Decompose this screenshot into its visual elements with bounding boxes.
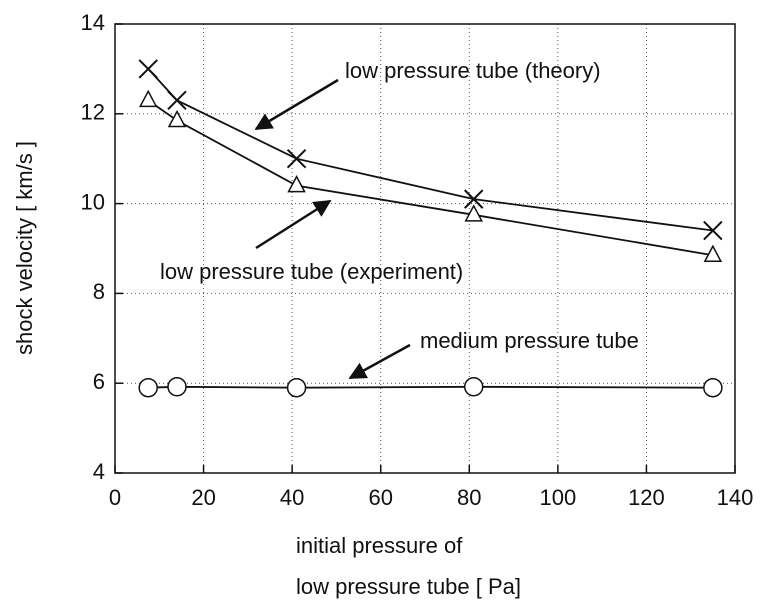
x-tick-label: 80 (457, 485, 481, 510)
series-line (147, 99, 714, 257)
plot-frame (114, 23, 736, 474)
y-tick-label: 8 (93, 279, 105, 304)
series-line (148, 385, 713, 389)
data-point (287, 175, 306, 193)
y-tick-label: 14 (81, 10, 105, 35)
x-tick-label: 140 (717, 485, 754, 510)
data-point (463, 377, 484, 397)
y-tick-label: 6 (93, 369, 105, 394)
data-point (464, 204, 483, 222)
annotation: low pressure tube (experiment) (160, 259, 463, 284)
annotation-arrow (348, 343, 411, 380)
y-axis-label: shock velocity [ km/s ] (12, 141, 37, 355)
x-tick-label: 0 (109, 485, 121, 510)
annotation-arrow (255, 199, 332, 250)
data-point (286, 377, 307, 398)
x-axis-label: initial pressure of (296, 533, 463, 558)
x-tick-label: 40 (280, 485, 304, 510)
x-tick-label: 20 (191, 485, 215, 510)
data-point (464, 189, 484, 209)
x-tick-label: 100 (539, 485, 576, 510)
series-line (147, 68, 713, 232)
data-point (703, 377, 723, 398)
data-point (167, 377, 187, 397)
data-point (167, 109, 187, 128)
data-point (167, 90, 187, 111)
x-axis-label: low pressure tube [ Pa] (296, 574, 521, 599)
data-point (138, 59, 158, 79)
y-tick-label: 10 (81, 189, 105, 214)
annotation-arrow (254, 78, 339, 131)
annotation: medium pressure tube (420, 328, 639, 353)
data-point (138, 89, 158, 108)
y-tick-label: 4 (93, 459, 105, 484)
data-point (703, 220, 723, 241)
y-tick-label: 12 (81, 100, 105, 125)
data-point (138, 377, 158, 398)
x-tick-label: 120 (628, 485, 665, 510)
x-tick-label: 60 (368, 485, 392, 510)
data-point (703, 244, 723, 262)
annotation: low pressure tube (theory) (345, 58, 601, 83)
data-point (286, 148, 307, 169)
